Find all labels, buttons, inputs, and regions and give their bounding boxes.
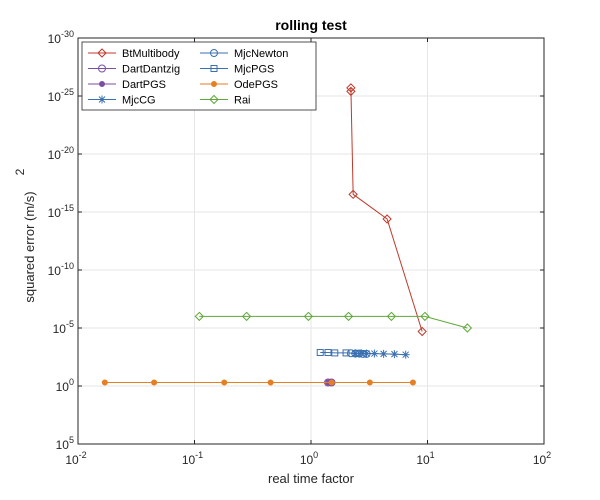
legend-item: DartDantzig xyxy=(88,64,180,76)
data-point xyxy=(348,189,358,200)
legend-label: DartPGS xyxy=(122,79,166,91)
data-point xyxy=(324,349,332,357)
series-rai xyxy=(194,311,473,333)
legend-swatch-marker xyxy=(209,94,219,105)
y-tick-label: 10-30 xyxy=(48,29,74,46)
x-tick-label: 10-2 xyxy=(65,450,86,467)
legend-swatch-marker xyxy=(210,65,218,72)
series-odepgs xyxy=(101,379,416,386)
data-point xyxy=(379,349,388,358)
series-btmultibody xyxy=(346,83,427,337)
legend: BtMultibody DartDantzig DartPGS MjcCG MjcNew… xyxy=(81,41,317,111)
data-point xyxy=(420,311,430,322)
data-point xyxy=(194,311,205,322)
x-tick-label: 102 xyxy=(533,450,551,467)
data-point xyxy=(316,349,324,357)
data-point xyxy=(401,350,410,359)
data-point xyxy=(346,83,356,93)
y-tick-label: 10-5 xyxy=(53,319,74,336)
y-axis-label: squared error (m/s) xyxy=(22,191,37,302)
legend-label: MjcNewton xyxy=(234,48,288,60)
legend-swatch-marker xyxy=(99,81,105,87)
data-point xyxy=(343,311,354,322)
data-point xyxy=(370,349,379,358)
x-tick-label: 10-1 xyxy=(182,450,203,467)
x-axis-ticks: 10-2 10-1 100 101 102 xyxy=(65,38,551,467)
series-line xyxy=(199,315,468,329)
data-point xyxy=(409,379,416,386)
legend-item: Rai xyxy=(200,95,251,107)
data-point xyxy=(328,379,335,386)
series-layer xyxy=(101,83,473,387)
data-point xyxy=(386,311,397,322)
x-tick-label: 101 xyxy=(416,450,434,467)
x-tick-label: 100 xyxy=(300,450,318,467)
legend-label: OdePGS xyxy=(234,79,278,91)
legend-label: Rai xyxy=(234,95,251,107)
legend-label: MjcCG xyxy=(122,95,156,107)
data-point xyxy=(151,379,158,386)
legend-item: MjcCG xyxy=(88,95,156,107)
data-point xyxy=(267,379,274,386)
legend-box xyxy=(81,41,317,111)
data-point xyxy=(359,349,368,358)
legend-item: BtMultibody xyxy=(88,48,180,60)
y-tick-label: 105 xyxy=(56,435,74,452)
y-tick-label: 10-20 xyxy=(48,145,74,162)
data-point xyxy=(362,349,371,358)
x-axis-label: real time factor xyxy=(268,471,355,486)
data-point xyxy=(303,311,314,322)
y-tick-label: 10-10 xyxy=(48,261,74,278)
legend-item: DartPGS xyxy=(88,79,166,91)
data-point xyxy=(366,379,373,386)
data-point xyxy=(101,379,108,386)
data-point xyxy=(342,349,350,357)
data-point xyxy=(462,323,473,333)
data-point xyxy=(221,379,228,386)
chart-title: rolling test xyxy=(275,17,347,33)
legend-swatch-marker xyxy=(98,95,106,104)
legend-item: MjcNewton xyxy=(200,48,288,60)
legend-label: DartDantzig xyxy=(122,64,180,76)
data-point xyxy=(353,349,361,357)
series-mjcpgs xyxy=(316,349,361,357)
data-point xyxy=(241,311,252,322)
data-point xyxy=(382,214,392,224)
legend-item: OdePGS xyxy=(200,79,278,91)
data-point xyxy=(346,86,356,97)
series-line xyxy=(350,87,423,332)
legend-swatch-marker xyxy=(210,49,218,57)
data-point xyxy=(331,349,339,357)
y-axis-label-superscript: 2 xyxy=(13,168,27,175)
data-point xyxy=(417,326,427,337)
y-tick-label: 100 xyxy=(56,377,74,394)
legend-label: MjcPGS xyxy=(234,64,274,76)
legend-swatch-marker xyxy=(98,64,106,73)
legend-swatch-marker xyxy=(97,48,107,58)
y-tick-label: 10-15 xyxy=(48,203,74,220)
data-point xyxy=(390,350,399,359)
y-axis-ticks: 10-30 10-25 10-20 10-15 10-10 10-5 100 105 xyxy=(48,29,544,452)
legend-swatch-marker xyxy=(211,81,217,87)
legend-label: BtMultibody xyxy=(122,48,180,60)
legend-item: MjcPGS xyxy=(200,64,274,76)
y-tick-label: 10-25 xyxy=(48,87,74,104)
